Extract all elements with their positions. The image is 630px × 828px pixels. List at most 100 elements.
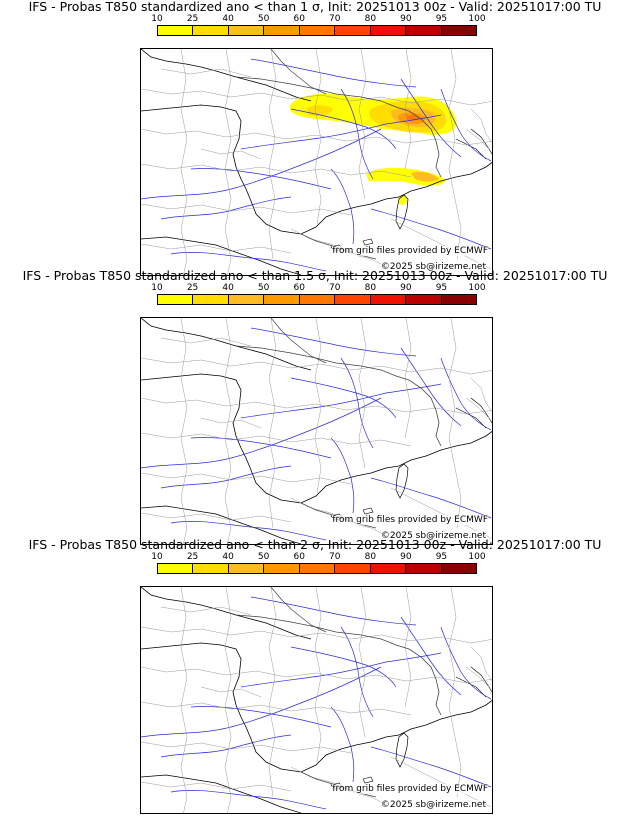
coastline	[141, 318, 312, 371]
river	[250, 327, 417, 357]
admin-boundary	[358, 318, 367, 469]
admin-boundary	[141, 128, 492, 146]
colorbar-tick-label: 90	[400, 552, 412, 562]
admin-boundary	[141, 666, 492, 684]
river	[370, 208, 492, 250]
colorbar-tick-label: 95	[435, 14, 448, 24]
colorbar-tick-label: 60	[293, 283, 305, 293]
map-area: from grib files provided by ECMWF ©2025 …	[140, 317, 493, 545]
country-border	[270, 587, 327, 633]
coastline	[455, 128, 492, 160]
colorbar-tick-label: 95	[435, 283, 448, 293]
colorbar-swatch	[193, 564, 229, 573]
admin-boundary	[141, 163, 412, 178]
river	[330, 168, 355, 245]
river	[250, 58, 417, 88]
colorbar: 10 25 40 50 60 70 80 90 95 100	[151, 552, 486, 576]
admin-boundary	[224, 587, 232, 813]
admin-boundary	[448, 49, 462, 260]
colorbar-labels: 10 25 40 50 60 70 80 90 95 100	[151, 14, 485, 25]
colorbar-tick-label: 10	[151, 283, 163, 293]
map-panel: IFS - Probas T850 standardized ano < tha…	[0, 0, 630, 276]
map-area: from grib files provided by ECMWF ©2025 …	[140, 586, 493, 814]
panel-title: IFS - Probas T850 standardized ano < tha…	[22, 268, 608, 283]
coastline	[141, 505, 302, 544]
colorbar-tick-label: 60	[293, 552, 305, 562]
corsica-coastline	[395, 463, 409, 499]
coastline	[141, 236, 302, 275]
colorbar-tick-label: 95	[435, 552, 448, 562]
map-panel: IFS - Probas T850 standardized ano < tha…	[0, 268, 630, 545]
colorbar-swatch	[264, 26, 300, 35]
colorbar-swatches	[157, 294, 477, 305]
coastline	[141, 373, 492, 504]
colorbar-tick-label: 25	[186, 14, 199, 24]
france-map	[141, 318, 492, 544]
country-border	[270, 49, 327, 95]
admin-boundary	[358, 587, 367, 738]
colorbar-labels: 10 25 40 50 60 70 80 90 95 100	[151, 552, 485, 563]
colorbar-swatch	[158, 26, 194, 35]
admin-boundary	[390, 487, 492, 539]
colorbar-swatch	[158, 295, 194, 304]
colorbar-swatches	[157, 563, 477, 574]
admin-boundary	[224, 318, 232, 544]
admin-boundary	[160, 606, 262, 698]
colorbar-swatch	[406, 295, 442, 304]
colorbar-tick-label: 40	[222, 552, 234, 562]
copyright: ©2025 sb@irizeme.net	[380, 531, 486, 541]
admin-boundary	[141, 203, 352, 216]
data-credit: from grib files provided by ECMWF	[332, 246, 488, 256]
admin-boundary	[358, 49, 367, 200]
colorbar-labels: 10 25 40 50 60 70 80 90 95 100	[151, 283, 485, 294]
colorbar-tick-label: 25	[186, 552, 199, 562]
probability-area	[306, 105, 333, 116]
admin-boundary	[141, 626, 492, 644]
copyright: ©2025 sb@irizeme.net	[380, 800, 486, 810]
country-border	[235, 345, 442, 447]
river	[340, 626, 374, 718]
admin-boundary	[141, 701, 412, 716]
river	[240, 652, 442, 688]
river	[170, 252, 327, 272]
admin-boundary	[141, 432, 412, 447]
colorbar-tick-label: 50	[257, 552, 270, 562]
colorbar-swatch	[406, 26, 442, 35]
colorbar: 10 25 40 50 60 70 80 90 95 100	[151, 14, 486, 38]
river	[240, 114, 442, 150]
admin-boundary	[141, 243, 292, 254]
colorbar-tick-label: 100	[468, 283, 486, 293]
colorbar-swatch	[406, 564, 442, 573]
colorbar-swatch	[193, 26, 229, 35]
colorbar-tick-label: 40	[222, 14, 234, 24]
admin-boundary	[465, 108, 492, 150]
river	[190, 437, 332, 459]
river	[250, 596, 417, 626]
colorbar: 10 25 40 50 60 70 80 90 95 100	[151, 283, 486, 307]
corsica-coastline	[395, 732, 409, 768]
admin-boundary	[314, 318, 322, 494]
colorbar-swatch	[370, 564, 407, 573]
colorbar-swatch	[370, 26, 407, 35]
map-panel: IFS - Probas T850 standardized ano < tha…	[0, 538, 630, 814]
colorbar-tick-label: 90	[400, 14, 412, 24]
coastline	[141, 642, 492, 773]
river	[190, 168, 332, 190]
colorbar-tick-label: 60	[293, 14, 305, 24]
copyright: ©2025 sb@irizeme.net	[380, 262, 486, 272]
river	[160, 196, 292, 220]
admin-boundary	[465, 377, 492, 419]
river	[370, 746, 492, 788]
admin-boundary	[141, 472, 352, 485]
colorbar-tick-label: 50	[257, 283, 270, 293]
river	[290, 108, 397, 150]
colorbar-tick-label: 80	[364, 283, 377, 293]
colorbar-swatch	[335, 564, 371, 573]
river	[340, 357, 374, 449]
colorbar-swatch	[299, 295, 336, 304]
admin-boundary	[404, 318, 412, 439]
colorbar-swatch	[299, 26, 336, 35]
admin-boundary	[390, 756, 492, 808]
colorbar-tick-label: 100	[468, 552, 486, 562]
admin-boundary	[141, 397, 492, 415]
